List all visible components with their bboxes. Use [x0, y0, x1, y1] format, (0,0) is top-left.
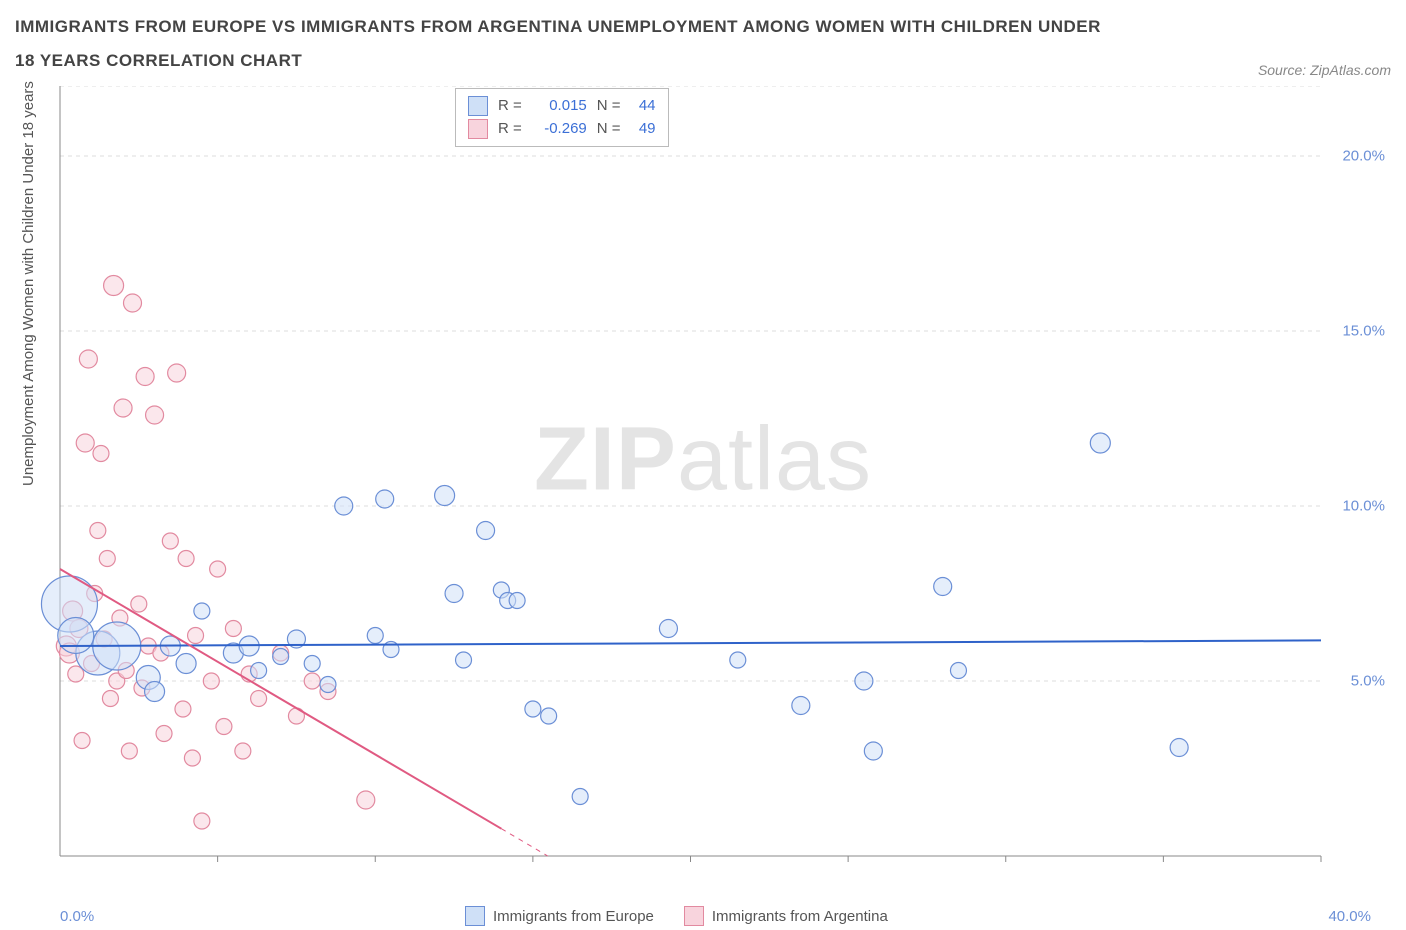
swatch-icon	[468, 96, 488, 116]
y-axis-label: Unemployment Among Women with Children U…	[20, 81, 37, 486]
legend-item-argentina: Immigrants from Argentina	[684, 906, 888, 926]
n-label: N =	[597, 118, 621, 141]
source-label: Source: ZipAtlas.com	[1258, 62, 1391, 78]
y-tick-label: 5.0%	[1351, 673, 1385, 690]
swatch-icon	[465, 906, 485, 926]
stats-row-argentina: R = -0.269 N = 49	[468, 118, 656, 141]
stats-legend: R = 0.015 N = 44 R = -0.269 N = 49	[455, 88, 669, 147]
n-value: 49	[631, 118, 656, 141]
stats-row-europe: R = 0.015 N = 44	[468, 95, 656, 118]
x-max-label: 40.0%	[1328, 908, 1371, 925]
header: IMMIGRANTS FROM EUROPE VS IMMIGRANTS FRO…	[15, 10, 1391, 78]
legend-label: Immigrants from Argentina	[712, 908, 888, 925]
y-tick-label: 20.0%	[1342, 148, 1385, 165]
swatch-icon	[468, 119, 488, 139]
chart-title: IMMIGRANTS FROM EUROPE VS IMMIGRANTS FRO…	[15, 10, 1115, 78]
legend-item-europe: Immigrants from Europe	[465, 906, 654, 926]
series-legend: Immigrants from Europe Immigrants from A…	[465, 906, 888, 926]
y-tick-label: 15.0%	[1342, 323, 1385, 340]
chart-container: Unemployment Among Women with Children U…	[15, 86, 1391, 916]
scatter-plot	[15, 86, 1391, 886]
swatch-icon	[684, 906, 704, 926]
r-label: R =	[498, 118, 522, 141]
r-value: 0.015	[532, 95, 587, 118]
x-min-label: 0.0%	[60, 908, 94, 925]
y-tick-label: 10.0%	[1342, 498, 1385, 515]
n-value: 44	[631, 95, 656, 118]
r-label: R =	[498, 95, 522, 118]
legend-label: Immigrants from Europe	[493, 908, 654, 925]
n-label: N =	[597, 95, 621, 118]
r-value: -0.269	[532, 118, 587, 141]
